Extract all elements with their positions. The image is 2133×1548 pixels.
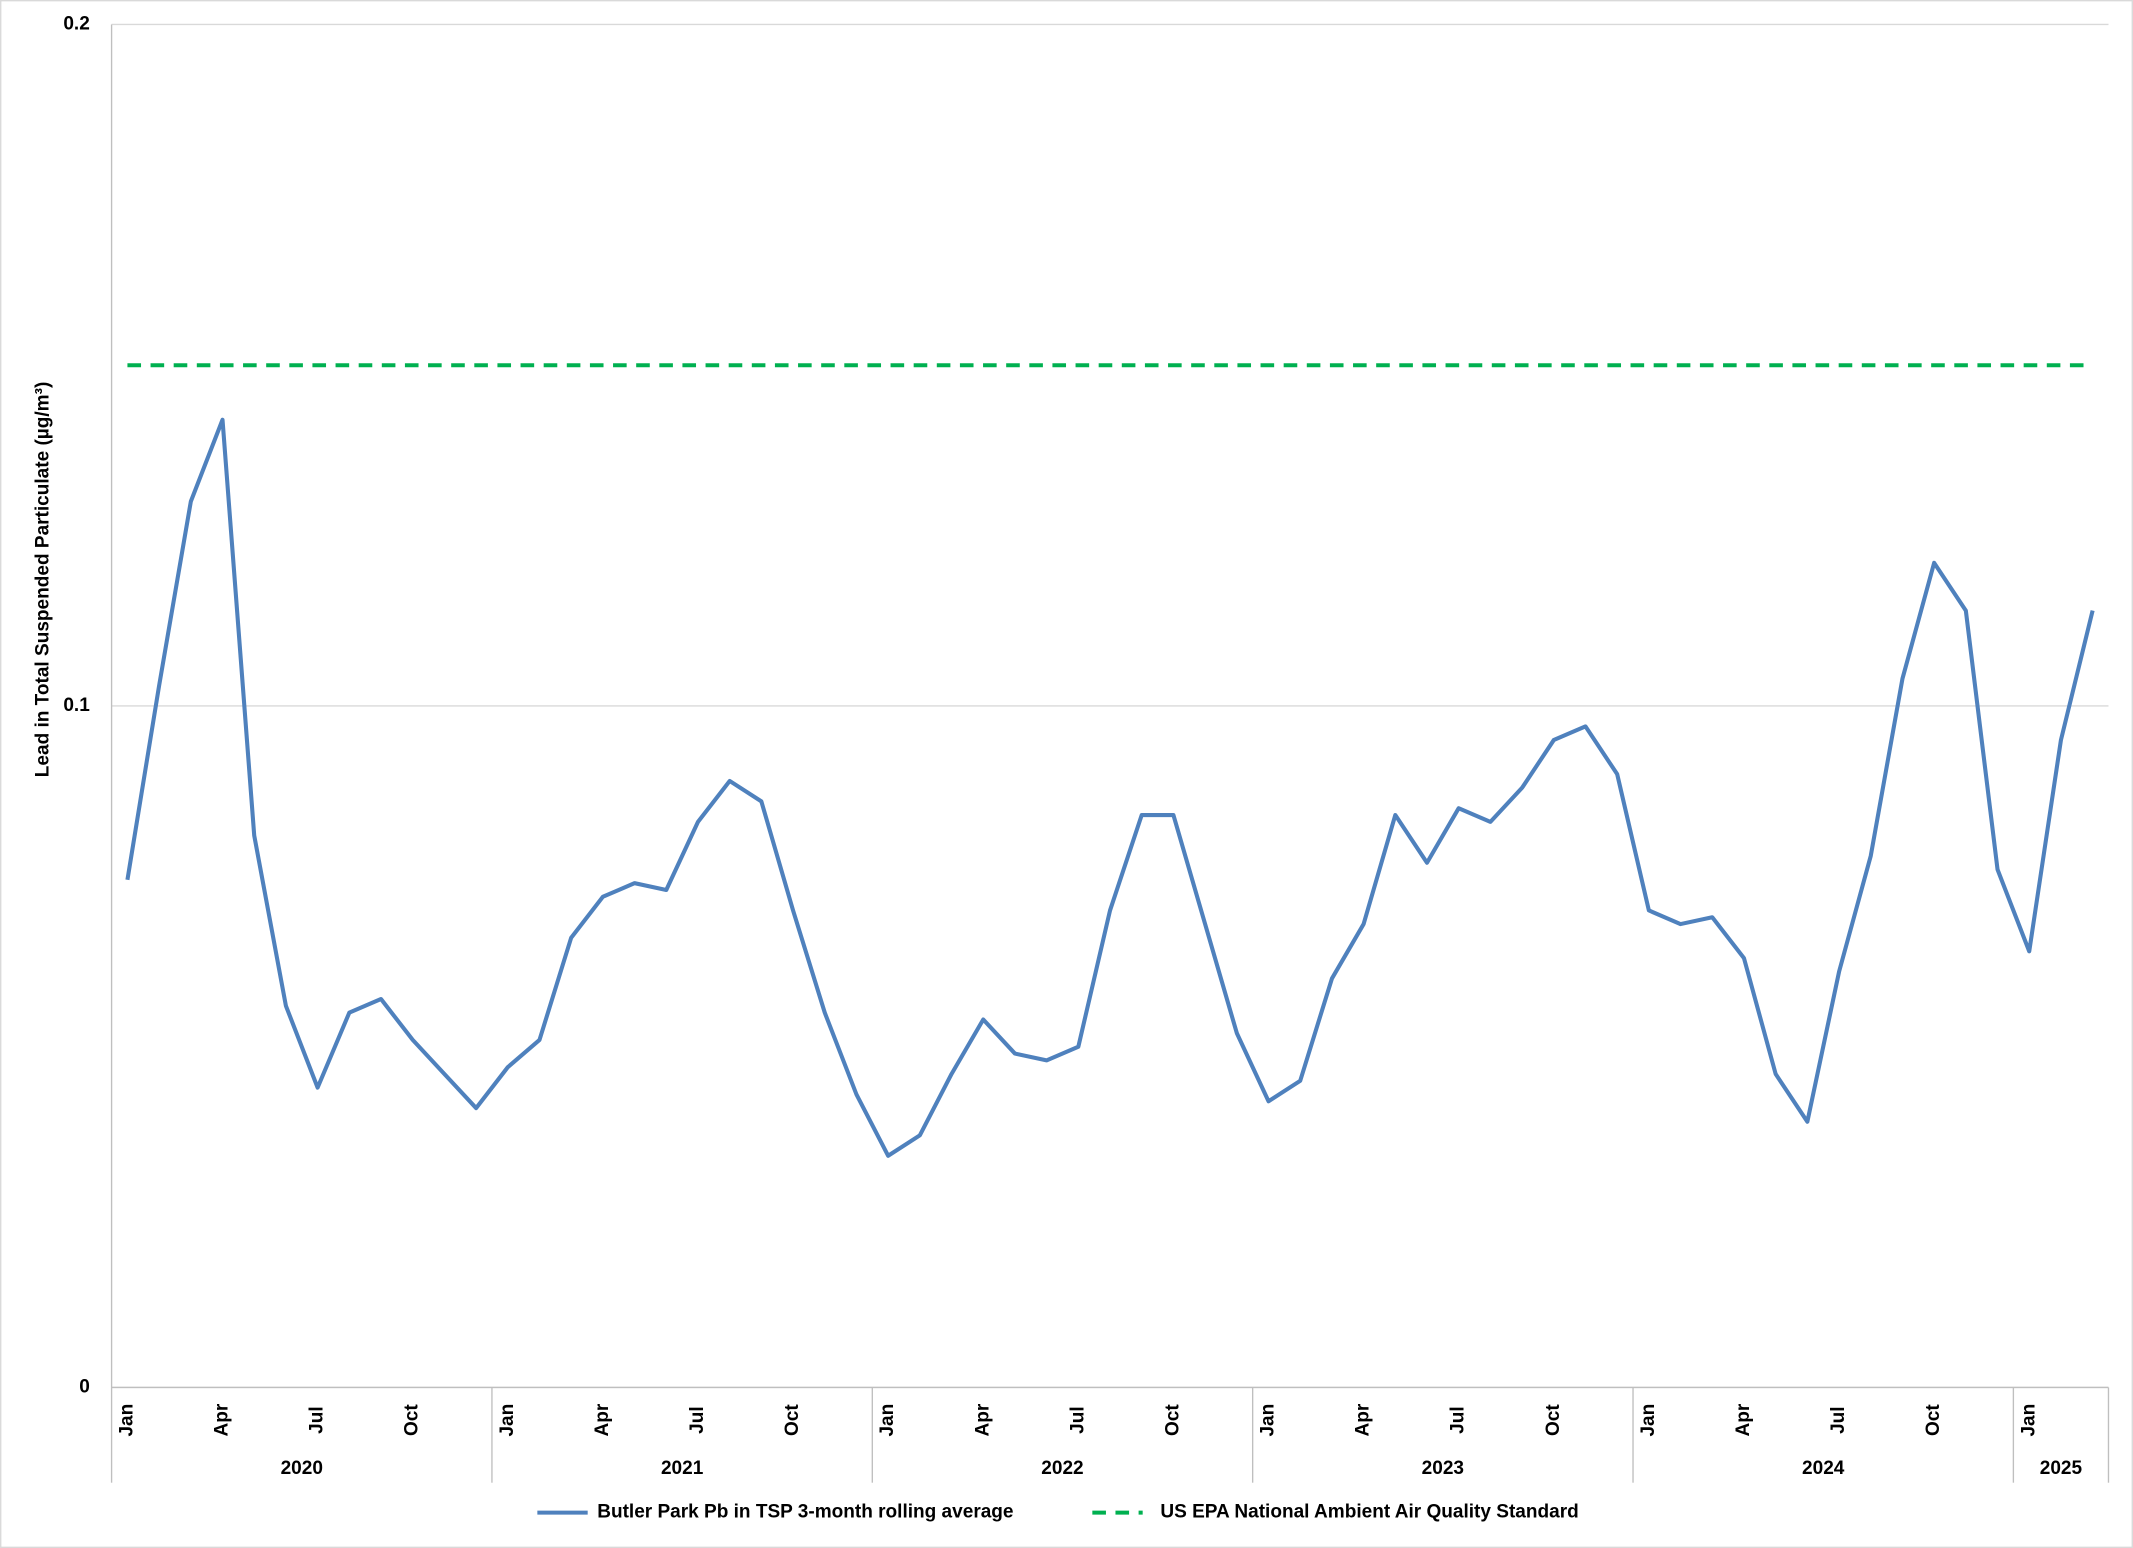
legend-label: Butler Park Pb in TSP 3-month rolling av… — [597, 1502, 1013, 1523]
x-tick-label: Apr — [1353, 1403, 1374, 1436]
x-tick-label: Apr — [592, 1403, 613, 1436]
x-tick-label: Oct — [1923, 1404, 1944, 1436]
y-tick-label: 0.1 — [63, 695, 90, 716]
x-tick-label: Jul — [687, 1406, 708, 1433]
x-tick-label: Apr — [1733, 1403, 1754, 1436]
x-tick-label: Jan — [1258, 1404, 1279, 1437]
x-group-label: 2020 — [281, 1458, 323, 1479]
y-tick-label: 0.2 — [63, 14, 89, 35]
x-tick-label: Jan — [497, 1404, 518, 1437]
x-tick-label: Jul — [1828, 1406, 1849, 1434]
x-tick-label: Apr — [972, 1403, 993, 1436]
series-line — [125, 417, 2095, 1158]
x-tick-label: Jan — [116, 1404, 137, 1437]
x-group-label: 2022 — [1041, 1458, 1083, 1479]
x-group-label: 2025 — [2040, 1458, 2083, 1479]
x-tick-label: Jul — [307, 1406, 328, 1433]
x-tick-label: Jul — [1448, 1406, 1469, 1434]
x-tick-label: Jan — [1638, 1404, 1659, 1437]
x-group-label: 2023 — [1422, 1458, 1464, 1479]
x-tick-label: Oct — [402, 1404, 423, 1436]
x-tick-label: Jan — [877, 1404, 898, 1437]
x-tick-label: Jul — [1067, 1406, 1088, 1434]
y-tick-label: 0 — [79, 1377, 90, 1398]
x-tick-label: Oct — [1162, 1404, 1183, 1436]
y-axis-label: Lead in Total Suspended Particulate (µg/… — [33, 382, 54, 778]
x-tick-label: Oct — [782, 1404, 803, 1436]
x-group-label: 2024 — [1802, 1458, 1845, 1479]
x-group-label: 2021 — [661, 1458, 704, 1479]
legend-label: US EPA National Ambient Air Quality Stan… — [1160, 1502, 1578, 1523]
x-tick-label: Jan — [2018, 1404, 2039, 1437]
x-tick-label: Oct — [1543, 1404, 1564, 1436]
x-tick-label: Apr — [212, 1403, 233, 1436]
